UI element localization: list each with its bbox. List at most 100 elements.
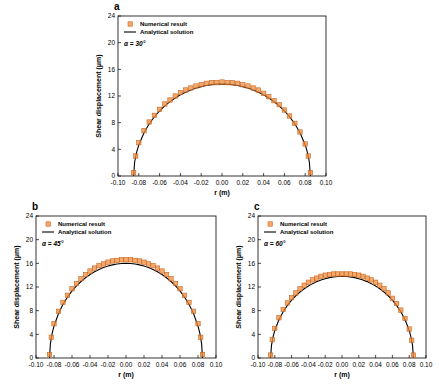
data-point [133,154,137,158]
y-tick [36,216,39,217]
x-tick [159,173,160,176]
data-point [267,94,271,98]
data-point [298,287,302,291]
data-point [70,287,74,291]
data-point [294,291,298,295]
data-point [173,94,177,98]
data-point [183,88,187,92]
data-point [302,283,306,287]
legend: Numerical resultAnalytical solution [124,21,194,35]
data-point [306,154,310,158]
data-point [285,301,289,305]
data-point [110,259,114,263]
y-tick-label: 20 [26,236,34,243]
data-point [56,309,60,313]
data-point [164,272,168,276]
data-point [88,269,92,273]
data-point [289,295,293,299]
data-point [277,102,281,106]
x-tick-label: -0.08 [131,179,146,186]
x-tick [144,355,145,358]
panel: b-0.10-0.08-0.06-0.04-0.020.000.020.040.… [13,201,223,379]
data-point [131,170,135,174]
y-tick [258,334,261,335]
data-point [142,128,146,132]
legend-swatch [124,31,136,32]
data-point [194,84,198,88]
x-tick [72,355,73,358]
analytical-line [271,276,414,358]
frame [258,216,426,358]
y-tick-label: 8 [251,307,255,314]
data-point [199,82,203,86]
data-point [169,277,173,281]
data-point [196,321,200,325]
panel-label: a [114,1,120,12]
data-point [303,142,307,146]
analytical-line [50,263,203,358]
panel-label: b [32,201,38,212]
data-point [352,272,356,276]
data-point [61,300,65,304]
data-point [157,107,161,111]
x-tick-label: 0.00 [120,361,133,368]
data-point [293,121,297,125]
data-point [225,80,229,84]
data-point [319,274,323,278]
data-point [97,264,101,268]
y-tick-label: 16 [108,66,116,73]
y-tick [258,287,261,288]
data-point [251,86,255,90]
y-tick-label: 0 [111,172,115,179]
data-point [407,327,411,331]
x-tick-label: -0.10 [111,179,126,186]
y-tick [258,263,261,264]
x-tick [180,173,181,176]
data-point [327,272,331,276]
data-point [47,352,51,356]
legend: Numerical resultAnalytical solution [264,221,334,235]
data-point [128,258,132,262]
x-tick [358,355,359,358]
x-tick [284,173,285,176]
data-point [119,258,123,262]
data-point [270,337,274,341]
panel: c-0.10-0.08-0.06-0.04-0.020.000.020.040.… [235,201,433,379]
x-tick-label: 0.08 [192,361,205,368]
legend-swatch [128,22,132,26]
y-tick [258,239,261,240]
data-point [137,259,141,263]
x-tick [263,173,264,176]
x-tick [305,173,306,176]
y-tick-label: 0 [251,354,255,361]
plot-area [268,272,415,358]
x-tick-label: 0.06 [386,361,399,368]
data-point [394,301,398,305]
y-tick-label: 12 [26,283,34,290]
x-tick-label: -0.06 [152,179,167,186]
data-point [365,276,369,280]
data-point [261,91,265,95]
data-point [348,272,352,276]
x-tick-label: -0.02 [318,361,333,368]
data-point [272,98,276,102]
x-tick-label: 0.10 [420,361,433,368]
plot-area [131,80,312,176]
data-point [256,88,260,92]
y-tick-label: 4 [111,146,115,153]
x-tick-label: -0.10 [29,361,44,368]
x-tick [409,355,410,358]
y-tick [118,122,121,123]
data-point [282,108,286,112]
y-tick [118,42,121,43]
x-tick-label: -0.06 [65,361,80,368]
data-point [106,260,110,264]
x-tick-label: -0.06 [284,361,299,368]
y-tick [118,149,121,150]
data-point [92,266,96,270]
x-tick-label: 0.04 [257,179,270,186]
annotation: α = 45° [42,240,64,247]
x-tick-label: 0.06 [174,361,187,368]
plot-area [47,258,204,358]
data-point [310,278,314,282]
